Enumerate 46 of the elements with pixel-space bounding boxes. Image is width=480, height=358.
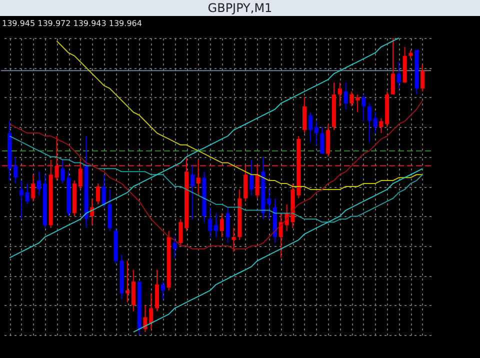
candlestick: [143, 304, 148, 333]
candlestick: [373, 112, 378, 134]
candlestick: [160, 281, 165, 300]
candlestick: [396, 61, 401, 89]
candlestick: [314, 120, 318, 146]
candlestick: [255, 165, 260, 199]
candlestick: [220, 212, 224, 238]
candlestick: [308, 112, 312, 142]
candlestick: [302, 96, 306, 134]
candlestick: [96, 183, 100, 205]
candlestick: [78, 159, 82, 190]
candlestick: [108, 188, 112, 232]
candlestick: [350, 90, 354, 107]
candlestick: [196, 159, 200, 196]
candlestick: [390, 38, 395, 95]
candlestick: [338, 82, 342, 107]
candlestick: [361, 94, 366, 122]
candlestick: [214, 212, 218, 238]
candlestick: [267, 188, 272, 220]
candlestick: [367, 102, 372, 142]
candlestick: [243, 165, 248, 202]
candlestick: [60, 159, 65, 184]
candlestick: [356, 94, 360, 113]
candlestick: [37, 171, 42, 196]
candlestick: [326, 124, 330, 158]
candlestick: [320, 126, 324, 154]
text: 139.945 139.972 139.943 139.964: [2, 19, 142, 28]
candlestick: [278, 212, 283, 258]
candlestick: [126, 260, 130, 303]
candlestick: [208, 206, 212, 238]
candlestick: [178, 218, 183, 246]
candlestick: [249, 159, 254, 196]
candlestick: [232, 228, 236, 252]
candlestick: [420, 64, 424, 92]
candlestick: [344, 82, 348, 110]
candlestick: [131, 269, 136, 312]
candlestick: [102, 174, 106, 208]
candlestick: [190, 165, 194, 220]
candlestick: [13, 156, 18, 184]
candlestick: [379, 118, 384, 134]
candlestick: [226, 206, 230, 244]
candlestick: [155, 269, 160, 312]
chart-title: GBPJPY,M1: [0, 0, 480, 16]
candlestick: [149, 292, 154, 330]
candlestick: [172, 236, 177, 258]
candlestick: [31, 174, 36, 202]
